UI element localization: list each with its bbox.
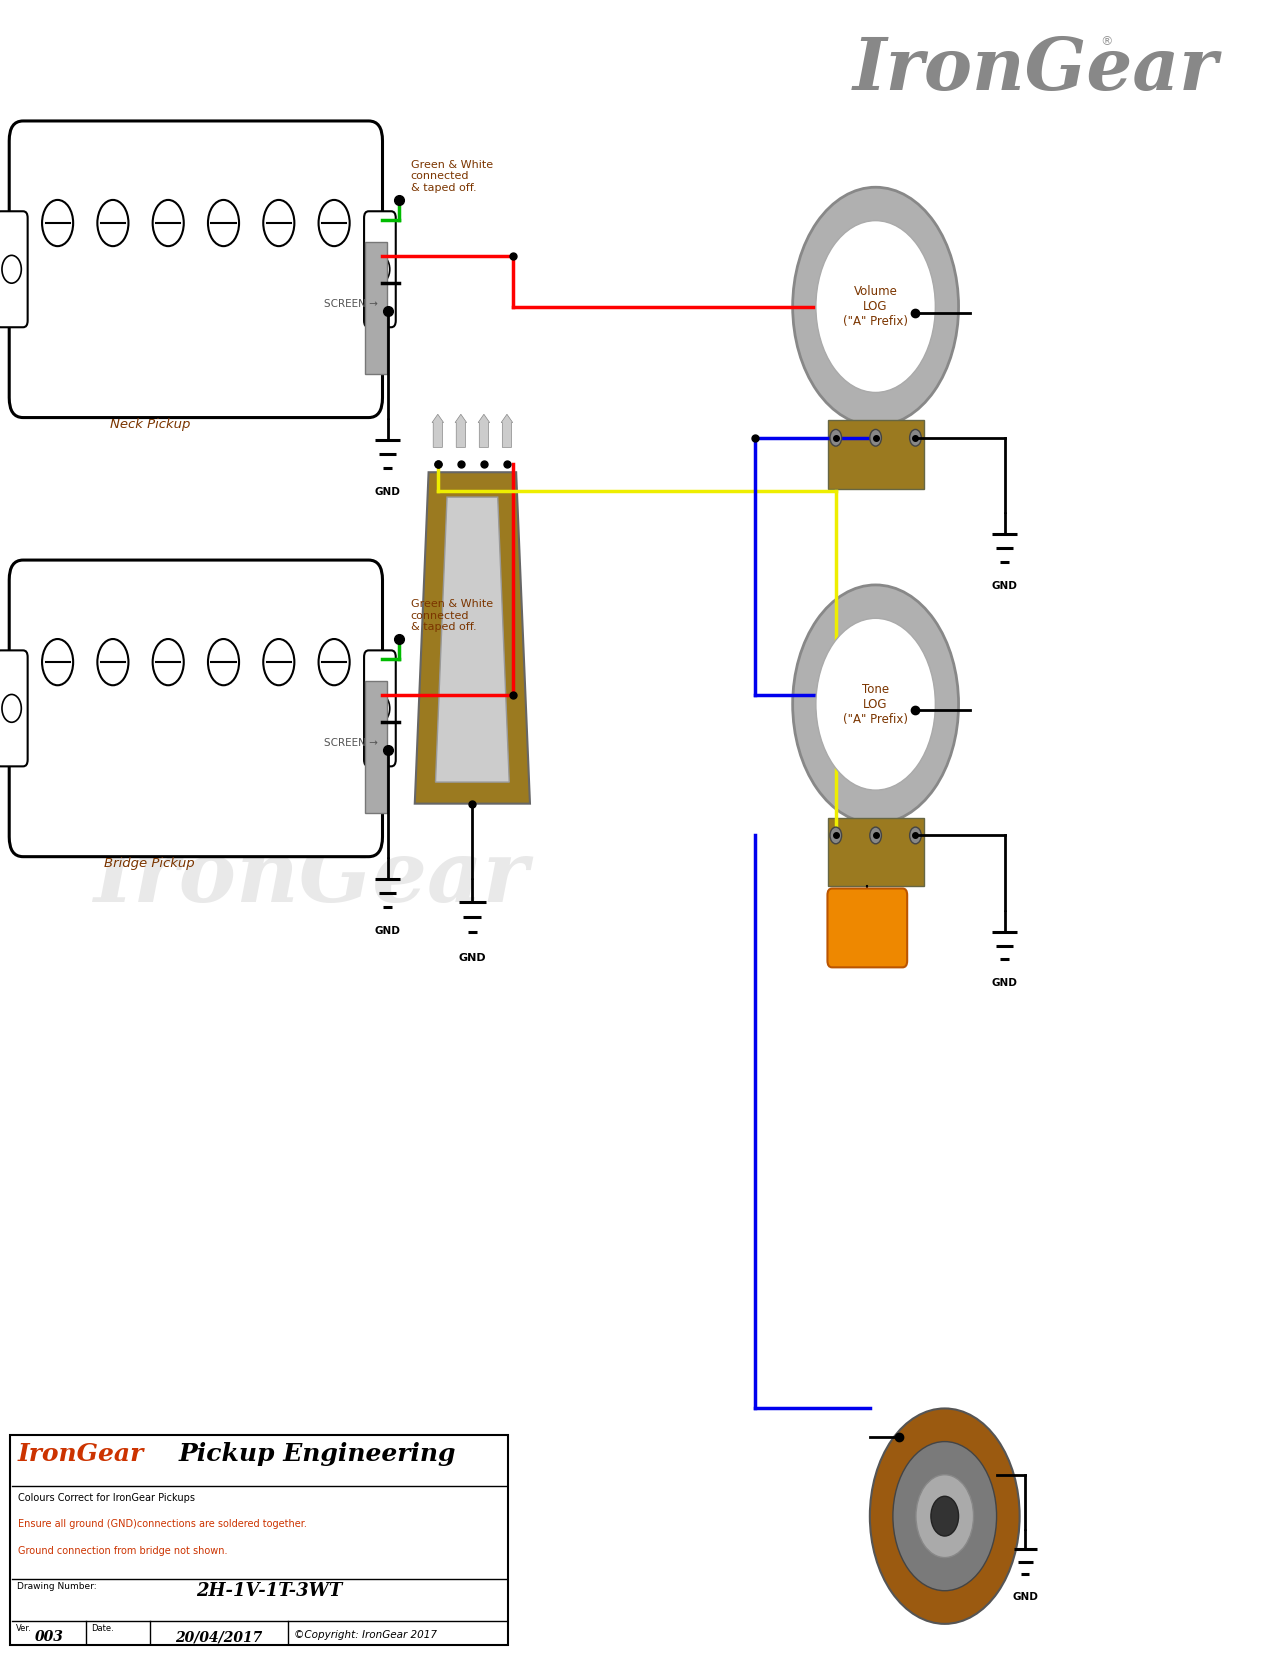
Text: IronGear: IronGear (853, 35, 1218, 104)
Text: IronGear: IronGear (93, 837, 529, 920)
Text: GND: GND (1013, 1591, 1038, 1602)
Ellipse shape (208, 640, 239, 686)
Text: Drawing Number:: Drawing Number: (18, 1582, 97, 1591)
Circle shape (3, 694, 21, 722)
Circle shape (793, 585, 959, 824)
Text: Pickup Engineering: Pickup Engineering (178, 1442, 456, 1465)
FancyBboxPatch shape (10, 1435, 508, 1645)
Text: Date.: Date. (91, 1624, 114, 1632)
Text: Green & White
connected
& taped off.: Green & White connected & taped off. (410, 159, 493, 194)
Text: SCREEN →: SCREEN → (325, 737, 378, 749)
FancyBboxPatch shape (364, 651, 395, 767)
FancyBboxPatch shape (827, 819, 923, 886)
FancyBboxPatch shape (827, 421, 923, 489)
Circle shape (909, 429, 921, 446)
Ellipse shape (318, 640, 350, 686)
Text: 2H-1V-1T-3WT: 2H-1V-1T-3WT (196, 1582, 342, 1601)
FancyBboxPatch shape (364, 212, 395, 328)
FancyArrow shape (432, 414, 443, 447)
Circle shape (870, 1408, 1019, 1624)
Text: Ensure all ground (GND)connections are soldered together.: Ensure all ground (GND)connections are s… (19, 1519, 307, 1529)
Ellipse shape (208, 200, 239, 247)
Ellipse shape (263, 200, 294, 247)
Text: IronGear: IronGear (18, 1442, 144, 1465)
Circle shape (816, 220, 936, 393)
Text: Green & White
connected
& taped off.: Green & White connected & taped off. (410, 598, 493, 633)
Circle shape (3, 255, 21, 283)
Polygon shape (414, 472, 530, 804)
FancyArrow shape (479, 414, 490, 447)
Text: Tone
LOG
("A" Prefix): Tone LOG ("A" Prefix) (844, 683, 908, 726)
Ellipse shape (153, 200, 183, 247)
Circle shape (830, 429, 841, 446)
Text: GND: GND (375, 926, 400, 936)
Circle shape (370, 694, 390, 722)
Circle shape (916, 1475, 974, 1558)
Circle shape (870, 429, 882, 446)
Text: Volume
LOG
("A" Prefix): Volume LOG ("A" Prefix) (844, 285, 908, 328)
Circle shape (793, 187, 959, 426)
Ellipse shape (42, 640, 73, 686)
Circle shape (931, 1496, 959, 1536)
FancyArrow shape (455, 414, 466, 447)
FancyBboxPatch shape (0, 651, 28, 767)
Circle shape (893, 1442, 997, 1591)
FancyBboxPatch shape (365, 242, 386, 374)
FancyBboxPatch shape (9, 560, 383, 857)
Ellipse shape (263, 640, 294, 686)
Text: 20/04/2017: 20/04/2017 (176, 1630, 263, 1644)
FancyBboxPatch shape (365, 681, 386, 814)
Circle shape (909, 827, 921, 843)
Text: SCREEN →: SCREEN → (325, 298, 378, 310)
Polygon shape (436, 497, 509, 782)
FancyArrow shape (501, 414, 513, 447)
FancyBboxPatch shape (827, 888, 907, 968)
Text: GND: GND (991, 580, 1018, 590)
Text: Bridge Pickup: Bridge Pickup (105, 857, 195, 870)
Ellipse shape (318, 200, 350, 247)
Text: Ver.: Ver. (16, 1624, 32, 1632)
Ellipse shape (97, 640, 129, 686)
Circle shape (816, 618, 936, 790)
Text: ©Copyright: IronGear 2017: ©Copyright: IronGear 2017 (294, 1630, 437, 1640)
Ellipse shape (42, 200, 73, 247)
FancyBboxPatch shape (9, 121, 383, 418)
Text: GND: GND (375, 487, 400, 497)
Text: Neck Pickup: Neck Pickup (110, 418, 189, 431)
Circle shape (870, 827, 882, 843)
Text: ®: ® (1100, 35, 1113, 48)
Circle shape (370, 255, 390, 283)
Text: 003: 003 (34, 1630, 63, 1644)
Circle shape (830, 827, 841, 843)
FancyBboxPatch shape (0, 212, 28, 328)
Ellipse shape (153, 640, 183, 686)
Text: GND: GND (991, 978, 1018, 988)
Ellipse shape (97, 200, 129, 247)
Text: Ground connection from bridge not shown.: Ground connection from bridge not shown. (19, 1546, 227, 1556)
Text: GND: GND (458, 953, 486, 963)
Text: Colours Correct for IronGear Pickups: Colours Correct for IronGear Pickups (19, 1493, 196, 1503)
